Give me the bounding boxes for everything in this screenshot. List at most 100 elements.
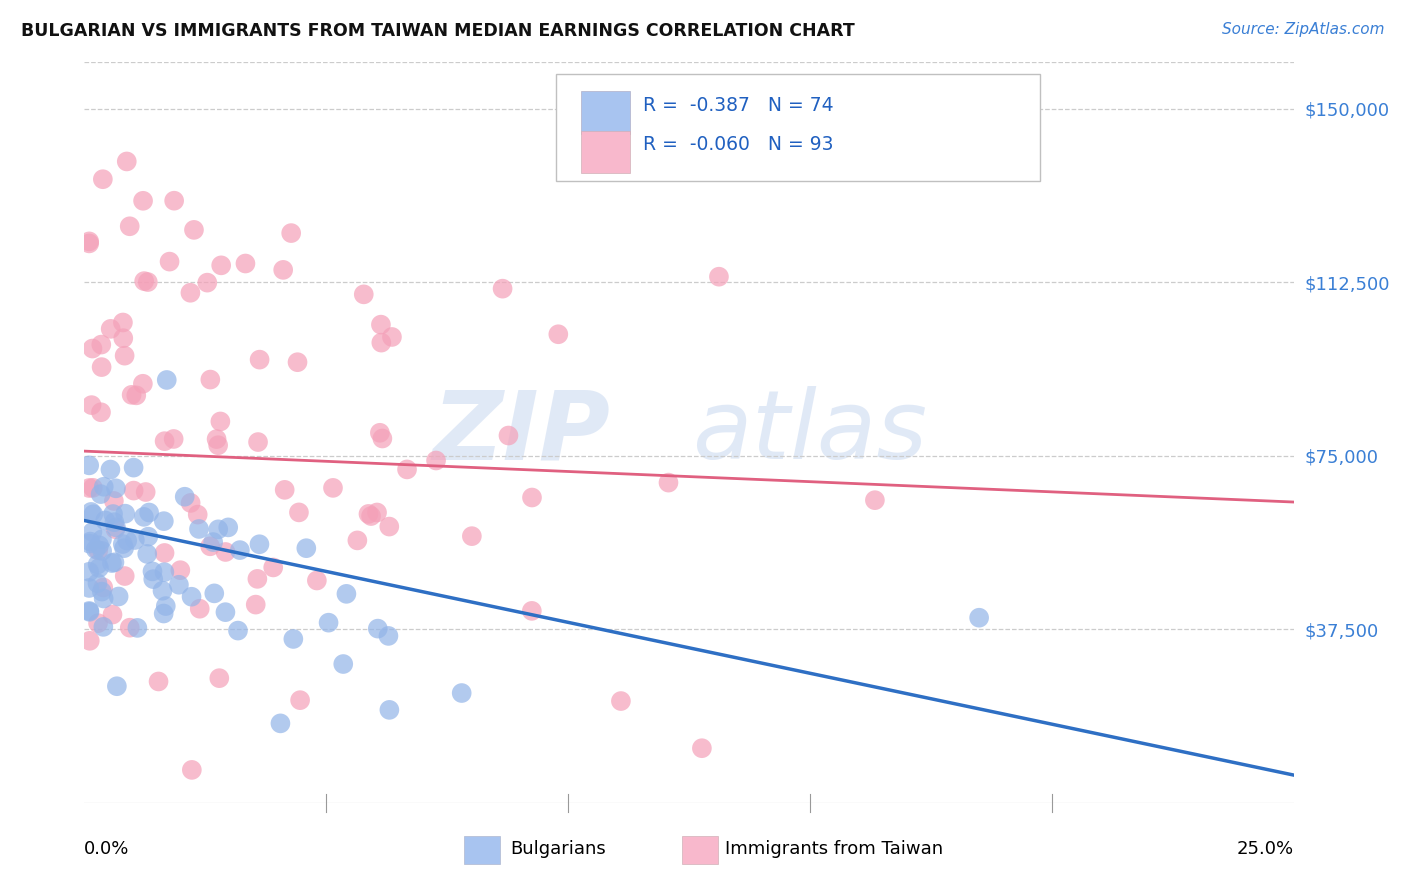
Point <box>520 491 543 505</box>
Point <box>288 505 311 519</box>
Point <box>370 335 392 350</box>
Point <box>152 583 174 598</box>
Point <box>295 541 318 556</box>
Point <box>100 462 122 476</box>
Point <box>214 605 236 619</box>
Point <box>198 539 221 553</box>
Point <box>357 507 380 521</box>
Point <box>138 506 160 520</box>
Point <box>180 496 202 510</box>
Point <box>188 522 211 536</box>
Point <box>79 605 101 619</box>
Point <box>89 561 111 575</box>
Point <box>82 342 104 356</box>
Point <box>967 610 990 624</box>
Point <box>112 331 135 345</box>
Point <box>132 194 155 208</box>
Point <box>202 586 225 600</box>
Point <box>863 493 886 508</box>
Point <box>214 545 236 559</box>
Point <box>208 671 231 685</box>
Point <box>159 254 181 268</box>
Point <box>235 256 257 270</box>
Point <box>163 432 186 446</box>
Point <box>169 563 191 577</box>
Point <box>209 258 232 272</box>
Point <box>187 508 209 522</box>
Point <box>395 462 418 476</box>
Point <box>450 686 472 700</box>
Point <box>91 581 114 595</box>
Point <box>91 544 114 558</box>
Point <box>498 428 520 442</box>
Point <box>547 327 569 342</box>
Point <box>134 274 156 288</box>
Point <box>346 533 368 548</box>
Point <box>132 376 155 391</box>
Point <box>247 435 270 450</box>
Point <box>115 533 138 548</box>
Point <box>305 574 328 588</box>
Point <box>127 621 149 635</box>
Point <box>173 490 195 504</box>
Point <box>77 481 100 495</box>
Point <box>77 581 100 595</box>
Point <box>167 578 190 592</box>
Point <box>90 405 112 419</box>
Point <box>111 316 134 330</box>
Point <box>202 535 225 549</box>
Point <box>188 601 211 615</box>
Point <box>207 438 229 452</box>
Point <box>360 509 382 524</box>
Point <box>287 355 309 369</box>
Point <box>93 480 115 494</box>
Point <box>377 629 399 643</box>
Point <box>104 522 127 536</box>
Point <box>80 505 103 519</box>
Text: 0.0%: 0.0% <box>84 839 129 858</box>
Point <box>180 590 202 604</box>
Point <box>245 598 267 612</box>
Point <box>103 515 125 529</box>
Point <box>114 507 136 521</box>
Point <box>288 693 311 707</box>
Point <box>273 483 295 497</box>
Point <box>107 590 129 604</box>
Point <box>135 485 157 500</box>
Point <box>79 633 101 648</box>
Point <box>124 533 146 547</box>
Point <box>105 679 128 693</box>
Point <box>93 620 115 634</box>
Point <box>114 569 136 583</box>
Point <box>153 434 176 449</box>
Point <box>378 703 401 717</box>
Text: Bulgarians: Bulgarians <box>510 839 606 858</box>
Point <box>332 657 354 671</box>
Point <box>155 599 177 613</box>
Point <box>87 616 110 631</box>
Point <box>136 275 159 289</box>
Point <box>104 520 127 534</box>
Point <box>378 519 401 533</box>
Point <box>125 388 148 402</box>
Point <box>77 604 100 618</box>
Point <box>183 223 205 237</box>
Point <box>217 520 239 534</box>
Point <box>367 622 389 636</box>
Point <box>122 460 145 475</box>
Point <box>610 694 633 708</box>
Point <box>200 373 222 387</box>
Point <box>112 541 135 556</box>
Point <box>370 318 392 332</box>
Point <box>80 398 103 412</box>
Point <box>353 287 375 301</box>
Point <box>77 565 100 579</box>
Point <box>249 352 271 367</box>
Point <box>121 388 143 402</box>
Point <box>153 546 176 560</box>
Point <box>283 632 305 646</box>
Point <box>461 529 484 543</box>
Point <box>89 538 111 552</box>
Point <box>425 453 447 467</box>
Point <box>90 360 112 375</box>
